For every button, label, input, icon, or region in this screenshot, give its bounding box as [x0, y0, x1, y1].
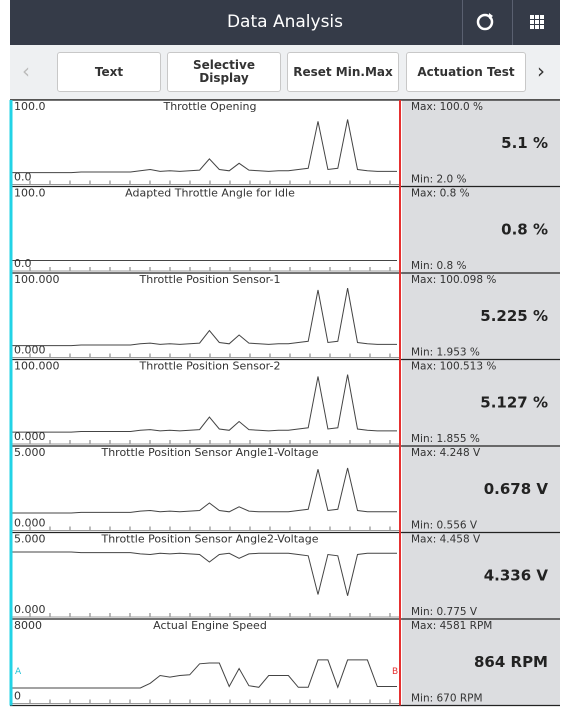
scale-top-label: 5.000 — [14, 533, 46, 546]
trace — [12, 467, 397, 514]
trace — [12, 288, 397, 347]
max-label: Max: 4581 RPM — [411, 620, 492, 632]
max-label: Max: 4.458 V — [411, 534, 481, 546]
min-label: Min: 0.8 % — [411, 260, 467, 272]
scale-top-label: 100.0 — [14, 100, 46, 113]
max-label: Max: 100.0 % — [411, 101, 483, 113]
current-value: 5.127 % — [480, 393, 548, 411]
current-value: 5.1 % — [501, 134, 548, 152]
min-label: Min: 670 RPM — [411, 693, 483, 705]
scale-top-label: 100.000 — [14, 273, 60, 286]
actuation-test-button[interactable]: Actuation Test — [406, 52, 526, 92]
current-value: 4.336 V — [484, 566, 549, 584]
panel-title: Throttle Position Sensor Angle2-Voltage — [100, 533, 318, 546]
cursor-a-label: A — [15, 667, 22, 677]
panel-title: Actual Engine Speed — [153, 619, 267, 632]
cursor-b-label: B — [392, 667, 398, 677]
current-value: 0.8 % — [501, 220, 548, 238]
scale-bottom-label: 0.000 — [14, 430, 46, 443]
selective-display-button[interactable]: Selective Display — [167, 52, 281, 92]
min-label: Min: 1.855 % — [411, 433, 480, 445]
panel-title: Throttle Position Sensor-2 — [139, 360, 281, 373]
scale-top-label: 5.000 — [14, 446, 46, 459]
refresh-icon — [476, 13, 494, 31]
refresh-button[interactable] — [462, 0, 507, 45]
scale-top-label: 100.0 — [14, 187, 46, 200]
current-value: 5.225 % — [480, 307, 548, 325]
scale-bottom-label: 0.0 — [14, 171, 32, 184]
scale-bottom-label: 0.000 — [14, 517, 46, 530]
panel-title: Throttle Position Sensor-1 — [139, 273, 281, 286]
scale-bottom-label: 0 — [14, 690, 21, 703]
scale-bottom-label: 0.0 — [14, 257, 32, 270]
max-label: Max: 0.8 % — [411, 188, 470, 200]
toolbar: ‹ Text Selective Display Reset Min.Max A… — [10, 45, 560, 100]
trace — [12, 659, 397, 689]
scale-top-label: 100.000 — [14, 360, 60, 373]
current-value: 864 RPM — [474, 653, 548, 671]
trace — [12, 551, 397, 596]
scale-top-label: 8000 — [14, 619, 42, 632]
prev-arrow[interactable]: ‹ — [22, 59, 30, 83]
min-label: Min: 0.775 V — [411, 606, 478, 618]
graph-area: 100.0 0.0 Throttle Opening Max: 100.0 % 5.1 … — [9, 99, 560, 707]
panel-title: Throttle Position Sensor Angle1-Voltage — [100, 446, 318, 459]
reset-button[interactable]: Reset Min.Max — [287, 52, 399, 92]
max-label: Max: 100.513 % — [411, 361, 496, 373]
trace — [12, 374, 397, 433]
panel-title: Throttle Opening — [162, 100, 256, 113]
min-label: Min: 2.0 % — [411, 174, 467, 186]
scale-bottom-label: 0.000 — [14, 344, 46, 357]
scale-bottom-label: 0.000 — [14, 603, 46, 616]
current-value: 0.678 V — [484, 480, 549, 498]
grid-button[interactable] — [512, 0, 561, 45]
min-label: Min: 0.556 V — [411, 520, 478, 532]
panel-title: Adapted Throttle Angle for Idle — [125, 187, 295, 200]
grid-icon — [530, 15, 544, 29]
min-label: Min: 1.953 % — [411, 347, 480, 359]
info-background — [402, 100, 560, 706]
header-title: Data Analysis — [226, 12, 344, 32]
trace — [12, 119, 397, 174]
header: Data Analysis — [10, 0, 560, 45]
text-button[interactable]: Text — [57, 52, 161, 92]
max-label: Max: 100.098 % — [411, 274, 496, 286]
max-label: Max: 4.248 V — [411, 447, 481, 459]
next-arrow[interactable]: › — [537, 59, 545, 83]
